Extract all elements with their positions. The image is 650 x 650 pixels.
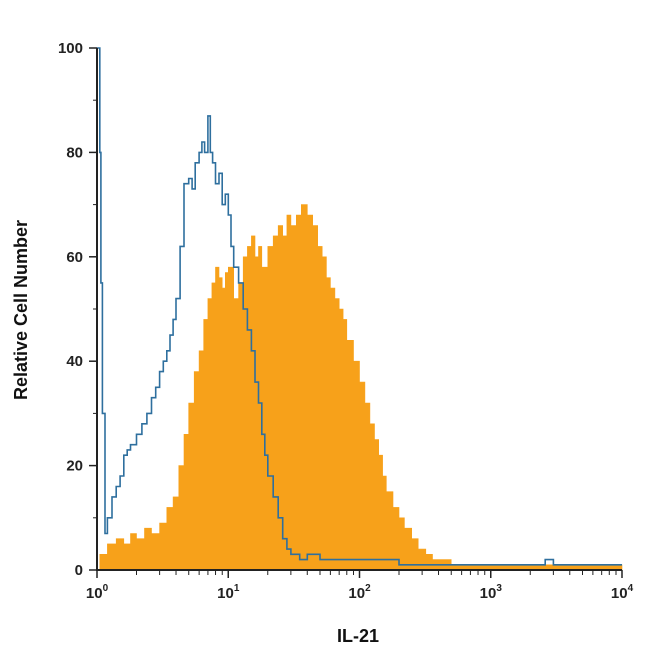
y-tick-label: 40 [66,353,83,370]
x-tick-label: 102 [348,583,371,602]
y-axis-title: Relative Cell Number [11,220,31,400]
y-tick-label: 20 [66,458,83,475]
x-axis-title: IL-21 [337,626,379,646]
x-tick-label: 103 [480,583,503,602]
y-tick-label: 60 [66,249,83,266]
y-tick-label: 0 [75,562,83,579]
x-tick-label: 100 [86,583,109,602]
x-tick-label: 101 [217,583,240,602]
axes [89,47,623,578]
y-tick-label: 80 [66,144,83,161]
series-filled-histogram [99,204,623,571]
y-tick-label: 100 [58,40,83,57]
series-outline-histogram [97,47,622,566]
x-tick-label: 104 [611,583,634,602]
plot-series [97,47,623,571]
